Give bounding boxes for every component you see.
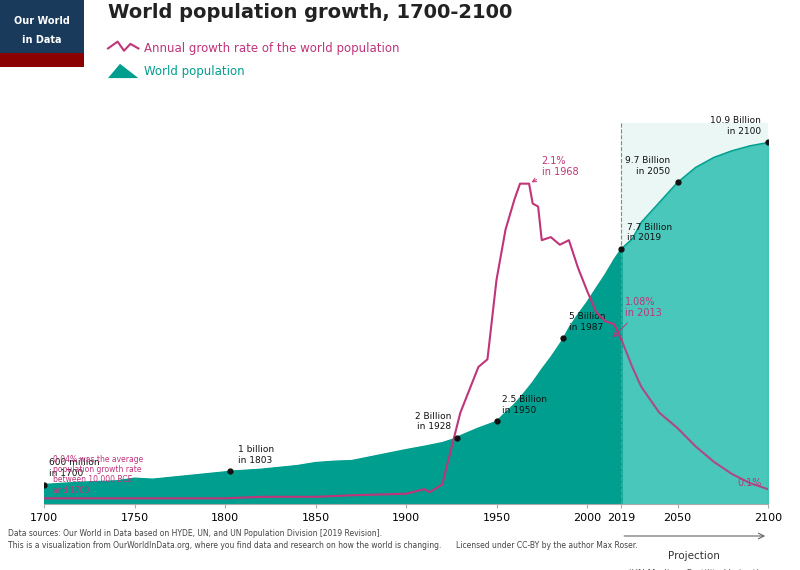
Text: Annual growth rate of the world population: Annual growth rate of the world populati… xyxy=(144,42,399,55)
Text: 600 million
in 1700: 600 million in 1700 xyxy=(50,458,100,478)
Text: 0.04% was the average
population growth rate
between 10,000 BCE
and 1700: 0.04% was the average population growth … xyxy=(53,455,143,495)
Text: Data sources: Our World in Data based on HYDE, UN, and UN Population Division [2: Data sources: Our World in Data based on… xyxy=(8,529,382,538)
Text: 1.08%
in 2013: 1.08% in 2013 xyxy=(614,296,662,337)
Text: in Data: in Data xyxy=(22,35,62,45)
Text: Our World: Our World xyxy=(14,17,70,26)
Bar xyxy=(0,54,84,67)
Text: World population growth, 1700-2100: World population growth, 1700-2100 xyxy=(108,3,512,22)
Text: Projection: Projection xyxy=(668,551,720,561)
Text: 2 Billion
in 1928: 2 Billion in 1928 xyxy=(415,412,451,431)
Text: 1 billion
in 1803: 1 billion in 1803 xyxy=(238,445,274,465)
Text: (UN Medium Fertility Variant): (UN Medium Fertility Variant) xyxy=(628,569,760,570)
Text: 0.1%: 0.1% xyxy=(738,478,762,487)
Text: 9.7 Billion
in 2050: 9.7 Billion in 2050 xyxy=(625,156,670,176)
Text: Licensed under CC-BY by the author Max Roser.: Licensed under CC-BY by the author Max R… xyxy=(456,542,638,551)
Text: 2.1%
in 1968: 2.1% in 1968 xyxy=(533,156,578,182)
Bar xyxy=(622,123,768,504)
Text: 2.5 Billion
in 1950: 2.5 Billion in 1950 xyxy=(502,396,547,415)
Text: 5 Billion
in 1987: 5 Billion in 1987 xyxy=(569,312,606,332)
Text: World population: World population xyxy=(144,65,245,78)
Bar xyxy=(0,0,84,54)
Text: This is a visualization from OurWorldInData.org, where you find data and researc: This is a visualization from OurWorldInD… xyxy=(8,542,442,551)
Text: 7.7 Billion
in 2019: 7.7 Billion in 2019 xyxy=(627,223,672,242)
Text: 10.9 Billion
in 2100: 10.9 Billion in 2100 xyxy=(710,116,761,136)
